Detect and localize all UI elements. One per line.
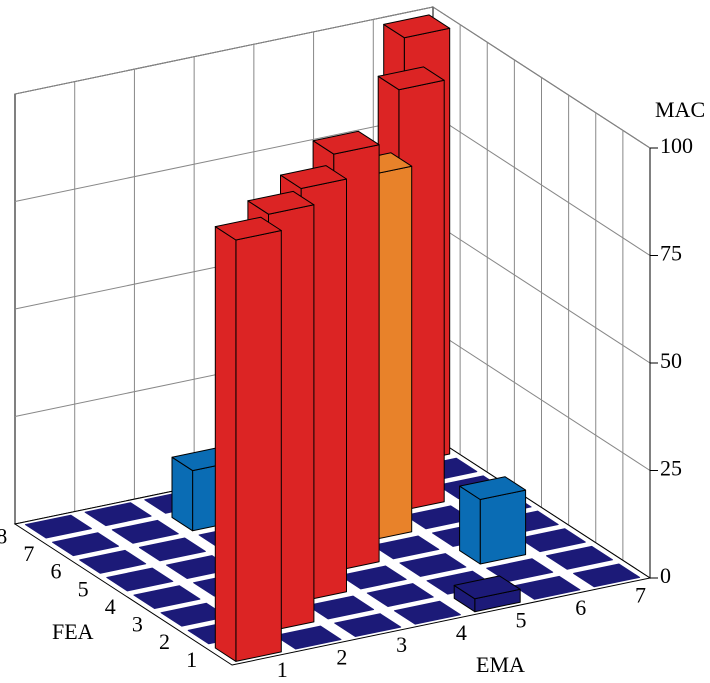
bar xyxy=(84,502,152,527)
bar-top xyxy=(513,575,581,600)
bar xyxy=(486,558,554,583)
bar xyxy=(133,585,201,609)
bar-top xyxy=(138,537,206,562)
y-tick-label: 3 xyxy=(132,612,143,637)
bar xyxy=(546,545,613,570)
x-tick-label: 6 xyxy=(575,595,586,620)
bar-top xyxy=(79,549,147,574)
x-tick-label: 1 xyxy=(277,657,288,682)
bar xyxy=(79,549,147,574)
bar xyxy=(372,535,440,560)
z-tick-label: 100 xyxy=(660,133,693,158)
bar xyxy=(404,505,472,530)
bar-top xyxy=(111,519,179,544)
bar-top xyxy=(518,528,586,553)
y-tick-label: 2 xyxy=(159,629,170,654)
bar-top xyxy=(133,585,201,609)
bar xyxy=(518,528,586,553)
y-tick-label: 8 xyxy=(0,523,7,548)
bar-top xyxy=(339,565,407,590)
bar xyxy=(573,563,641,588)
bar xyxy=(393,600,461,625)
x-axis-label: EMA xyxy=(476,652,525,677)
bar-top xyxy=(573,563,641,588)
y-axis-label: FEA xyxy=(52,619,94,644)
bar xyxy=(274,625,342,650)
x-tick-label: 4 xyxy=(456,620,467,645)
bar-top xyxy=(307,595,375,620)
bar-front xyxy=(479,489,527,565)
bar-top xyxy=(274,625,342,650)
bar-top xyxy=(160,602,228,627)
bar-top xyxy=(453,575,521,600)
bar-top xyxy=(52,532,119,557)
grid-line xyxy=(14,6,651,149)
x-tick-label: 2 xyxy=(336,645,347,670)
bar-top xyxy=(399,553,467,577)
bar xyxy=(24,514,92,539)
bar xyxy=(339,565,407,590)
bar xyxy=(214,216,282,662)
bar-top xyxy=(372,535,440,560)
x-tick-label: 5 xyxy=(516,607,527,632)
bar xyxy=(307,595,375,620)
y-tick-label: 6 xyxy=(50,559,61,584)
bar-top xyxy=(366,583,434,607)
bar xyxy=(459,476,527,565)
bar-top xyxy=(214,216,282,241)
bar xyxy=(334,613,402,637)
bar-top xyxy=(84,502,152,527)
bar xyxy=(399,553,467,577)
y-tick-label: 7 xyxy=(23,541,34,566)
bar xyxy=(52,532,119,557)
y-tick-label: 1 xyxy=(186,647,197,672)
bar-top xyxy=(312,130,380,155)
bar xyxy=(111,519,179,544)
bar-top xyxy=(247,190,315,215)
bar-top xyxy=(377,66,445,91)
bar-top xyxy=(106,567,174,592)
bar xyxy=(366,583,434,607)
bar-side xyxy=(214,226,237,662)
bar xyxy=(513,575,581,600)
x-tick-label: 7 xyxy=(635,582,646,607)
bar-top xyxy=(334,613,402,637)
bar-top xyxy=(393,600,461,625)
bar xyxy=(138,537,206,562)
bar-top xyxy=(280,165,347,189)
bar xyxy=(106,567,174,592)
y-tick-label: 4 xyxy=(105,594,116,619)
z-tick-label: 50 xyxy=(660,348,682,373)
bar-top xyxy=(486,558,554,583)
bar xyxy=(453,575,521,613)
y-tick-label: 5 xyxy=(78,576,89,601)
bar-front xyxy=(235,230,282,662)
z-tick-label: 0 xyxy=(660,563,671,588)
z-tick-label: 25 xyxy=(660,456,682,481)
bar-top xyxy=(383,14,451,39)
bar-top xyxy=(459,476,527,500)
bar-top xyxy=(404,505,472,530)
bar-top xyxy=(24,514,92,539)
bar-top xyxy=(546,545,613,570)
z-axis-label: MAC xyxy=(655,97,705,122)
bar xyxy=(160,602,228,627)
x-tick-label: 3 xyxy=(396,632,407,657)
z-tick-label: 75 xyxy=(660,241,682,266)
